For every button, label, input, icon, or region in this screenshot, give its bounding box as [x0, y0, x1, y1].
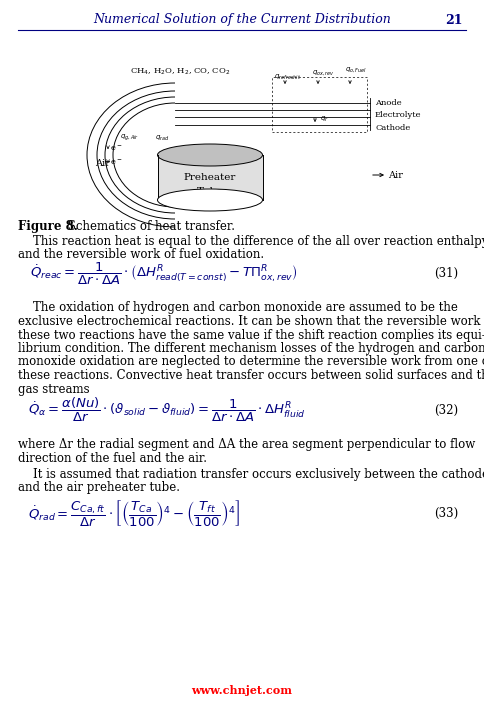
- Text: direction of the fuel and the air.: direction of the fuel and the air.: [18, 451, 207, 465]
- Text: (32): (32): [434, 403, 458, 417]
- Text: Tube: Tube: [197, 187, 223, 196]
- Text: gas streams: gas streams: [18, 382, 90, 396]
- Text: librium condition. The different mechanism losses of the hydrogen and carbon: librium condition. The different mechani…: [18, 342, 484, 355]
- Text: Numerical Solution of the Current Distribution: Numerical Solution of the Current Distri…: [93, 13, 391, 27]
- Text: $q_{rad}$: $q_{rad}$: [155, 133, 169, 143]
- Text: monoxide oxidation are neglected to determine the reversible work from one of: monoxide oxidation are neglected to dete…: [18, 356, 484, 368]
- Text: Air: Air: [388, 170, 403, 180]
- Text: It is assumed that radiation transfer occurs exclusively between the cathode: It is assumed that radiation transfer oc…: [18, 468, 484, 481]
- Text: This reaction heat is equal to the difference of the all over reaction enthalpy: This reaction heat is equal to the diffe…: [18, 235, 484, 248]
- Text: Electrolyte: Electrolyte: [375, 111, 422, 119]
- Text: $\dot{\mathit{Q}}_{reac} = \dfrac{1}{\Delta r \cdot \Delta A} \cdot \left(\Delta: $\dot{\mathit{Q}}_{reac} = \dfrac{1}{\De…: [30, 260, 298, 287]
- Text: $q_r$: $q_r$: [320, 114, 329, 124]
- Text: $q_{o,Fuel}$: $q_{o,Fuel}$: [345, 65, 367, 75]
- Text: CH$_4$, H$_2$O, H$_2$, CO, CO$_2$: CH$_4$, H$_2$O, H$_2$, CO, CO$_2$: [130, 67, 230, 77]
- Text: these reactions. Convective heat transfer occurs between solid surfaces and the: these reactions. Convective heat transfe…: [18, 369, 484, 382]
- Text: Air: Air: [95, 158, 110, 168]
- Text: Anode: Anode: [375, 99, 402, 107]
- Text: (33): (33): [434, 506, 458, 520]
- Text: e$^-$: e$^-$: [110, 157, 122, 167]
- Text: Figure 8.: Figure 8.: [18, 220, 78, 233]
- Text: 21: 21: [445, 13, 463, 27]
- Text: $q_{refreshit}$: $q_{refreshit}$: [274, 73, 302, 82]
- Text: $\dot{\mathit{Q}}_{\alpha} = \dfrac{\alpha(Nu)}{\Delta r} \cdot \left(\vartheta_: $\dot{\mathit{Q}}_{\alpha} = \dfrac{\alp…: [28, 396, 306, 424]
- Bar: [272, 77, 367, 132]
- Text: $q_{ox,rev}$: $q_{ox,rev}$: [312, 68, 335, 77]
- Text: exclusive electrochemical reactions. It can be shown that the reversible work of: exclusive electrochemical reactions. It …: [18, 315, 484, 328]
- Ellipse shape: [157, 189, 262, 211]
- Text: Cathode: Cathode: [375, 124, 410, 132]
- Text: e$^-$: e$^-$: [110, 143, 122, 153]
- Text: Schematics of heat transfer.: Schematics of heat transfer.: [64, 220, 235, 233]
- Text: (31): (31): [434, 267, 458, 280]
- Text: and the air preheater tube.: and the air preheater tube.: [18, 482, 180, 494]
- Text: Preheater: Preheater: [184, 173, 236, 182]
- Bar: [157, 155, 262, 200]
- Text: where Δr the radial segment and ΔA the area segment perpendicular to flow: where Δr the radial segment and ΔA the a…: [18, 438, 475, 451]
- Text: and the reversible work of fuel oxidation.: and the reversible work of fuel oxidatio…: [18, 249, 264, 261]
- Text: www.chnjet.com: www.chnjet.com: [192, 684, 292, 696]
- Text: $q_{g,Air}$: $q_{g,Air}$: [120, 133, 139, 143]
- Text: The oxidation of hydrogen and carbon monoxide are assumed to be the: The oxidation of hydrogen and carbon mon…: [18, 301, 458, 315]
- Text: $\dot{\mathit{Q}}_{rad} = \dfrac{C_{Ca,ft}}{\Delta r} \cdot \left[\left(\dfrac{T: $\dot{\mathit{Q}}_{rad} = \dfrac{C_{Ca,f…: [28, 498, 241, 528]
- Text: these two reactions have the same value if the shift reaction complies its equi-: these two reactions have the same value …: [18, 329, 484, 341]
- Ellipse shape: [157, 144, 262, 166]
